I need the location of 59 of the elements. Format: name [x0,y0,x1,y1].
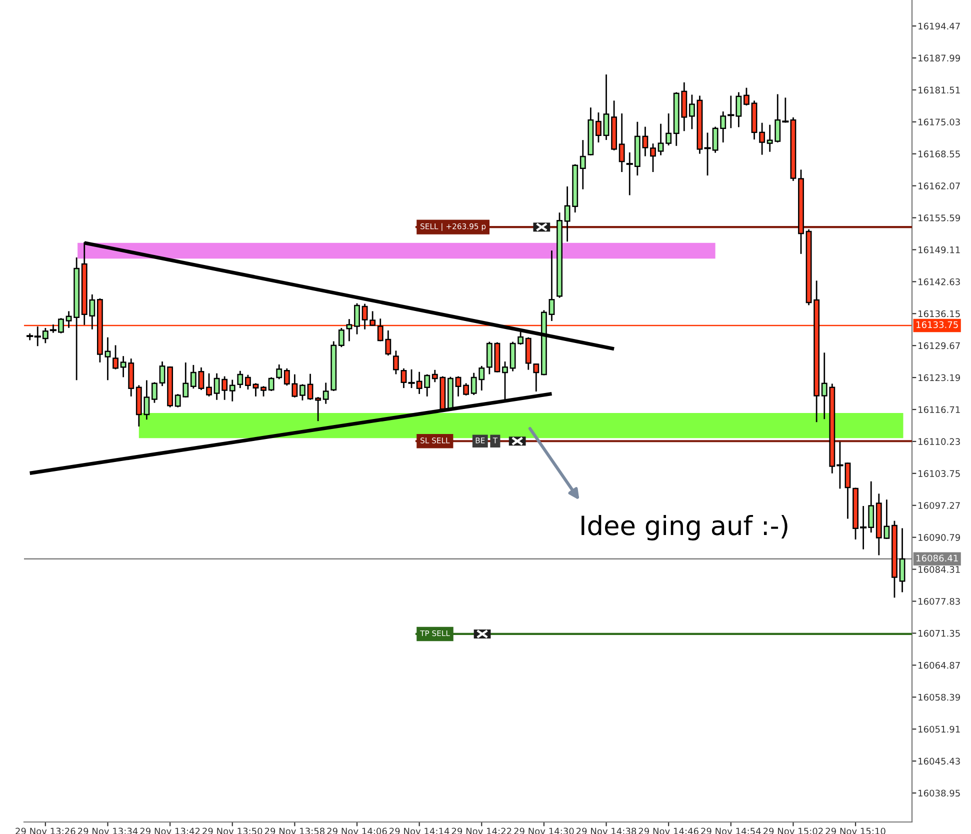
candlestick [455,376,462,396]
annotation: Idee ging auf :-) [582,514,788,540]
candlestick [276,364,282,380]
candlestick [252,383,259,396]
candlestick [744,88,750,106]
candlestick [548,250,555,321]
candlestick [229,380,236,402]
y-tick-label: 16149.11 [918,246,960,254]
candlestick [237,370,244,388]
candlestick [346,319,352,342]
candlestick [322,382,329,404]
candlestick [300,384,306,400]
y-tick-label: 16051.91 [918,726,960,733]
ref-line-label: 16086.41 [916,554,958,562]
candlestick [152,382,158,403]
y-tick-label: 16116.71 [918,406,960,414]
y-tick-label: 16181.51 [918,86,960,94]
y-tick-label: 16038.95 [918,790,960,797]
y-tick-label: 16058.39 [918,694,960,701]
candlestick [112,345,118,370]
y-tick-label: 16071.35 [918,630,960,637]
y-tick-label: 16045.43 [918,758,960,765]
y-tick-label: 16123.19 [918,374,960,382]
candlestick [268,377,274,392]
y-tick-label: 16064.87 [918,662,960,669]
candlestick [759,122,766,155]
y-tick-label: 16097.27 [918,502,960,509]
candlestick [244,374,251,390]
candlestick [307,374,314,400]
candlestick [206,373,212,396]
y-tick-label: 16155.59 [918,214,960,222]
y-tick-label: 16090.79 [918,534,960,541]
candlestick [354,303,360,334]
candlestick [338,328,344,348]
ref-line-label: 16133.75 [916,321,958,328]
candlestick [463,383,470,396]
y-tick-label: 16084.31 [918,566,960,573]
y-tick-label: 16129.67 [918,342,960,350]
candlestick [688,94,695,130]
candlestick [315,397,322,422]
candlestick [596,112,602,142]
candlestick [159,362,166,386]
y-tick-label: 16187.99 [918,54,960,62]
y-tick-label: 16162.07 [918,182,960,190]
y-tick-label: 16168.55 [918,150,960,158]
candlestick [580,140,586,190]
y-tick-label: 16194.47 [918,22,960,30]
y-tick-label: 16175.03 [918,118,960,126]
candlestick [650,144,656,172]
y-tick-label: 16142.63 [918,278,960,286]
candlestick [899,528,906,592]
candlestick [603,74,610,140]
y-tick-label: 16110.23 [918,438,960,446]
candlestick [104,337,111,380]
y-tick-label: 16103.75 [918,470,960,477]
candlestick [618,113,625,172]
candlestick [392,350,399,374]
y-tick-label: 16136.15 [918,310,960,318]
y-tick-label: 16077.83 [918,598,960,605]
